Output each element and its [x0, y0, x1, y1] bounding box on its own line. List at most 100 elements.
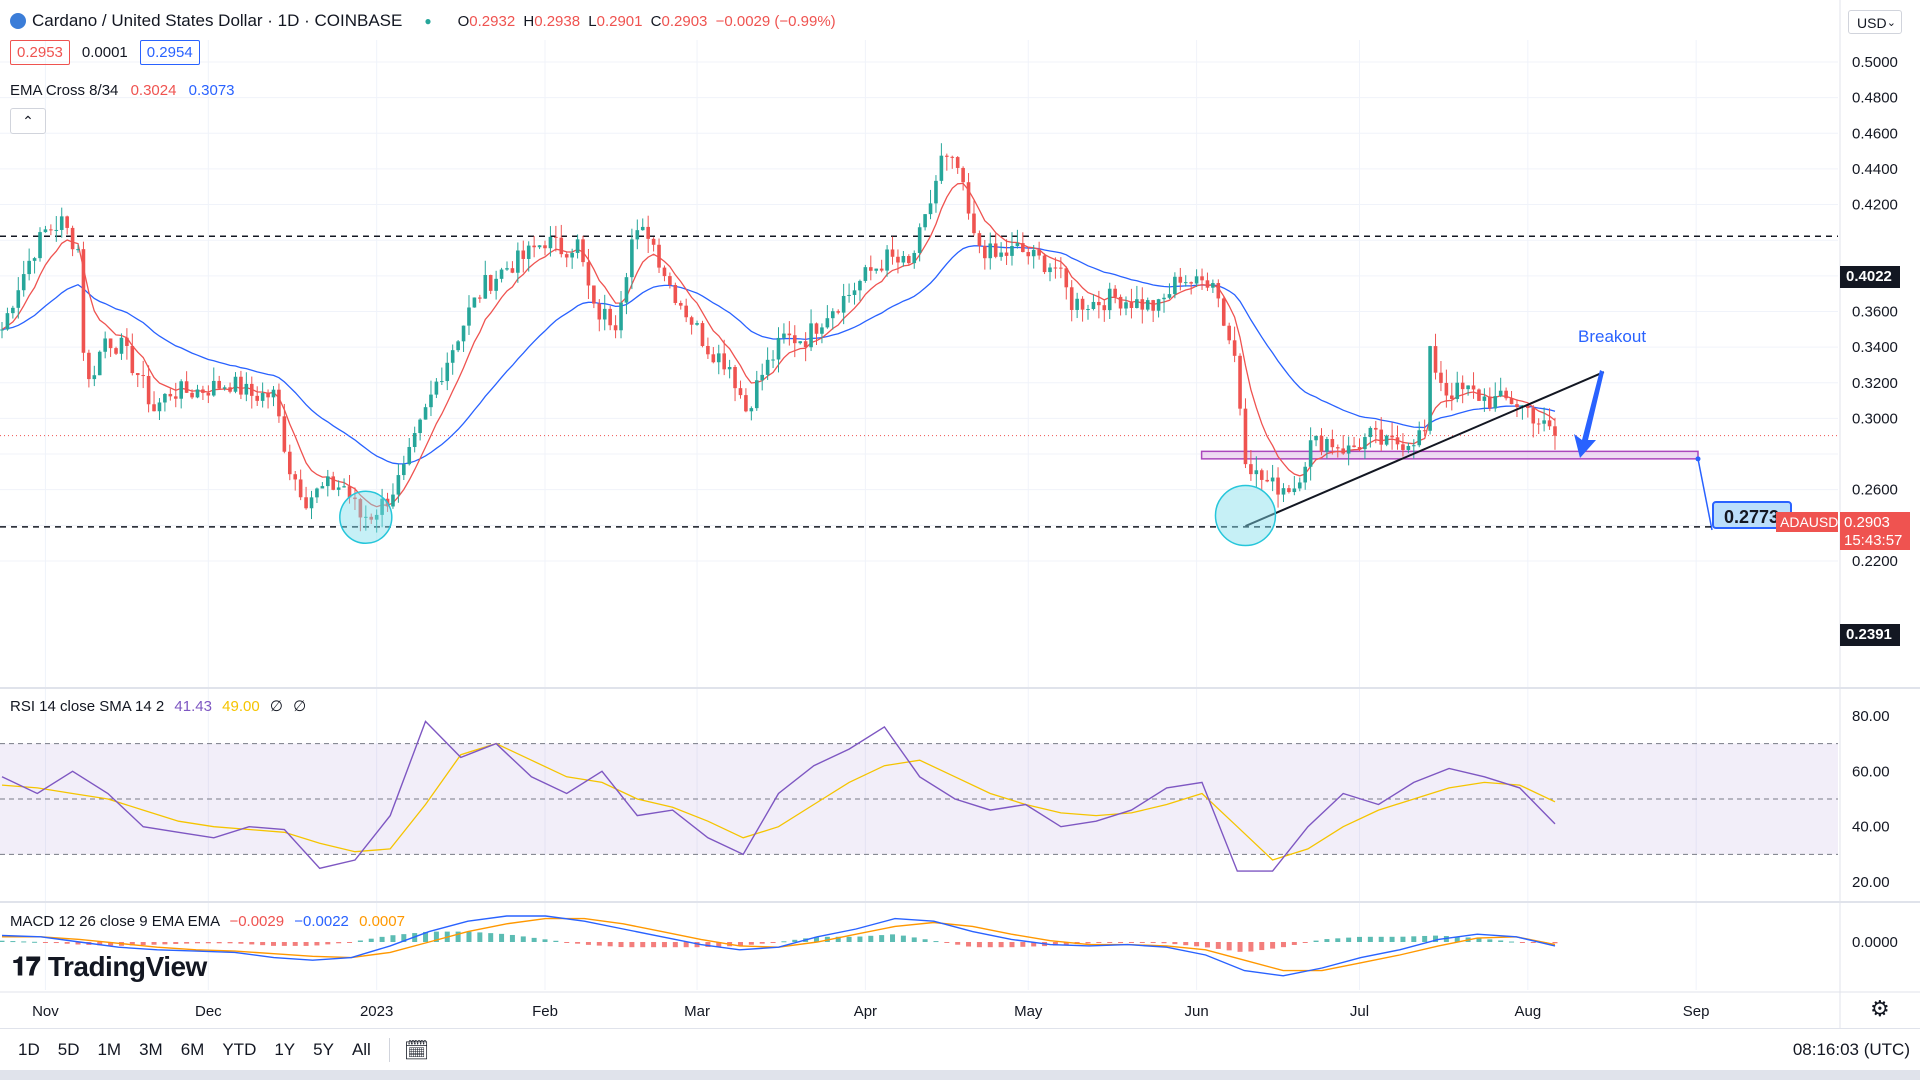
candle-body [1509, 398, 1514, 405]
macd-histogram-bar [683, 942, 689, 948]
macd-histogram-bar [748, 942, 754, 945]
range-all[interactable]: All [351, 1040, 371, 1059]
candle-body [624, 277, 629, 303]
candle-body [1004, 252, 1009, 256]
candle-body [1553, 426, 1557, 436]
ohlc-close-value: 0.2903 [661, 12, 708, 30]
macd-histogram-bar [1378, 936, 1384, 942]
candle-body [309, 497, 314, 509]
candle-body [521, 250, 526, 259]
candle-body [114, 348, 118, 354]
range-1m[interactable]: 1M [97, 1040, 122, 1059]
candle-body [70, 227, 75, 250]
currency-selector[interactable]: USD ⌄ [1848, 10, 1902, 34]
candle-body [608, 308, 612, 326]
candle-body [1455, 382, 1460, 399]
price-callout[interactable]: 0.2773 [1712, 501, 1792, 529]
time-tick-label: Sep [1683, 1003, 1710, 1020]
candle-body [537, 245, 542, 248]
macd-histogram-bar [792, 939, 798, 942]
sell-button[interactable]: 0.2953 [10, 40, 70, 65]
ohlc-values: O0.2932 H0.2938 L0.2901 C0.2903 −0.0029 … [458, 13, 840, 30]
candle-body [1357, 447, 1362, 450]
breakout-arrow-icon [1574, 370, 1604, 458]
macd-histogram-bar [509, 934, 515, 942]
candle-body [1086, 308, 1090, 310]
candle-body [467, 307, 471, 326]
currency-label: USD [1857, 15, 1887, 31]
range-1y[interactable]: 1Y [274, 1040, 296, 1059]
candle-body [516, 250, 520, 273]
candle-body [81, 249, 86, 353]
macd-histogram-bar [466, 931, 472, 942]
macd-histogram-bar [585, 942, 591, 945]
time-tick-label: Aug [1514, 1003, 1541, 1020]
candle-body [391, 494, 395, 507]
macd-histogram-bar [314, 942, 320, 946]
candle-body [597, 303, 602, 320]
candle-body [190, 392, 194, 398]
macd-histogram-bar [1335, 938, 1341, 942]
macd-histogram-bar [1248, 942, 1254, 952]
ohlc-low-value: 0.2901 [596, 12, 643, 30]
chevron-down-icon: ⌄ [1886, 17, 1896, 29]
candle-body [543, 245, 547, 249]
candle-body [1547, 420, 1552, 427]
candle-body [1107, 288, 1112, 311]
candle-body [277, 389, 281, 417]
candle-body [5, 313, 10, 330]
calendar-icon[interactable]: 🗓 [403, 1039, 430, 1062]
candle-body [440, 381, 444, 383]
candle-body [16, 290, 21, 308]
macd-histogram-bar [770, 942, 776, 943]
candle-body [1363, 437, 1367, 450]
candle-body [1102, 305, 1107, 311]
range-6m[interactable]: 6M [180, 1040, 205, 1059]
candle-body [1281, 488, 1286, 495]
utc-clock[interactable]: 08:16:03 (UTC) [1792, 1040, 1910, 1059]
candle-body [592, 285, 596, 304]
candle-body [787, 333, 792, 336]
candle-body [1325, 438, 1329, 452]
candle-body [1097, 301, 1101, 306]
range-5y[interactable]: 5Y [313, 1040, 334, 1059]
grid-layer [0, 40, 1838, 990]
candle-body [402, 464, 406, 476]
range-ytd[interactable]: YTD [222, 1040, 257, 1059]
tradingview-logo[interactable]: 𝟏𝟕 TradingView [12, 951, 207, 983]
macd-histogram-bar [922, 939, 928, 942]
macd-histogram-bar [1357, 936, 1362, 942]
candle-body [885, 249, 889, 271]
macd-histogram-bar [1107, 942, 1113, 943]
price-tick-label: 0.5000 [1852, 54, 1898, 71]
candle-body [1390, 435, 1394, 438]
candle-body [1254, 470, 1259, 475]
candle-body [1124, 302, 1128, 309]
macd-histogram-bar [281, 942, 287, 946]
breakout-annotation[interactable]: Breakout [1578, 327, 1647, 346]
collapse-legend-button[interactable]: ⌃ [10, 108, 46, 134]
range-1d[interactable]: 1D [18, 1040, 40, 1059]
candle-body [966, 182, 971, 214]
price-tick-label: 0.4600 [1852, 125, 1898, 142]
rsi-legend[interactable]: RSI 14 close SMA 14 2 41.43 49.00 ∅ ∅ [10, 697, 306, 715]
range-5d[interactable]: 5D [57, 1040, 80, 1059]
candle-body [847, 294, 851, 296]
candle-body [1080, 298, 1085, 310]
ema-legend[interactable]: EMA Cross 8/34 0.3024 0.3073 [10, 82, 235, 99]
candle-body [146, 375, 151, 405]
settings-gear-icon[interactable]: ⚙ [1870, 996, 1890, 1021]
candle-body [1042, 255, 1047, 273]
candle-body [1200, 276, 1204, 281]
candle-body [1439, 372, 1443, 383]
symbol-title[interactable]: Cardano / United States Dollar · 1D · CO… [32, 11, 403, 30]
range-3m[interactable]: 3M [139, 1040, 163, 1059]
macd-histogram-bar [955, 942, 961, 945]
buy-button[interactable]: 0.2954 [139, 40, 200, 65]
time-axis: Nov Dec 2023 Feb Mar Apr May Jun Jul Aug Sep [32, 1003, 1709, 1020]
macd-signal-value: −0.0022 [294, 913, 349, 930]
candle-body [1406, 445, 1411, 450]
macd-legend[interactable]: MACD 12 26 close 9 EMA EMA −0.0029 −0.00… [10, 913, 405, 930]
macd-histogram-bar [42, 942, 48, 943]
